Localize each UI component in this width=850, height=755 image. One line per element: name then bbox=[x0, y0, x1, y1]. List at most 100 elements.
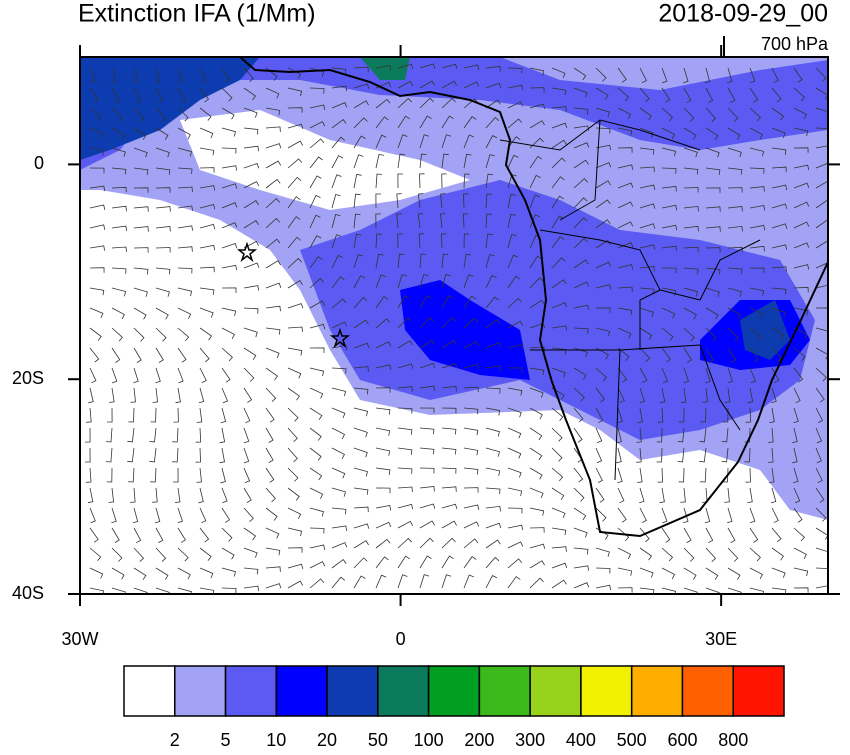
wind-barb bbox=[397, 537, 412, 549]
wind-barb bbox=[155, 247, 171, 253]
wind-barb bbox=[771, 87, 782, 103]
wind-barb bbox=[683, 327, 695, 342]
wind-barb bbox=[617, 286, 633, 293]
wind-barb bbox=[727, 267, 743, 275]
wind-barb bbox=[551, 579, 567, 589]
wind-barb bbox=[463, 153, 472, 169]
wind-barb bbox=[287, 67, 302, 79]
colorbar-box bbox=[630, 665, 684, 717]
shade-strong bbox=[400, 280, 810, 380]
wind-barb bbox=[661, 327, 674, 341]
wind-barb bbox=[219, 427, 226, 444]
wind-barb bbox=[195, 427, 202, 443]
wind-barb bbox=[85, 467, 92, 483]
wind-barb bbox=[661, 204, 678, 211]
wind-barb bbox=[771, 387, 777, 404]
wind-barb bbox=[111, 567, 125, 580]
wind-barb bbox=[749, 87, 759, 103]
wind-barb bbox=[704, 67, 711, 84]
wind-barb bbox=[150, 407, 157, 423]
level: 700 hPa bbox=[761, 34, 829, 54]
wind-barb bbox=[485, 193, 492, 209]
wind-barb bbox=[771, 507, 779, 524]
wind-barb bbox=[155, 87, 164, 104]
wind-barb bbox=[793, 567, 809, 577]
wind-barb bbox=[573, 87, 588, 98]
wind-barb bbox=[595, 507, 607, 522]
wind-barb bbox=[133, 247, 149, 253]
wind-barb bbox=[441, 173, 447, 189]
wind-barb bbox=[749, 567, 763, 579]
wind-barb bbox=[595, 547, 610, 557]
wind-barb bbox=[639, 307, 654, 318]
wind-barb bbox=[89, 87, 99, 103]
wind-barb bbox=[573, 237, 588, 249]
wind-barb bbox=[155, 347, 164, 363]
wind-barb bbox=[287, 326, 303, 333]
wind-barb bbox=[419, 427, 435, 435]
wind-barb bbox=[661, 367, 669, 384]
wind-barb bbox=[463, 81, 480, 89]
wind-barb bbox=[309, 277, 324, 289]
wind-barb bbox=[265, 407, 275, 423]
wind-barb bbox=[155, 287, 170, 297]
wind-barb bbox=[727, 287, 742, 297]
wind-barb bbox=[815, 467, 823, 484]
wind-barb bbox=[375, 173, 383, 189]
wind-barb bbox=[265, 217, 280, 229]
wind-barb bbox=[177, 347, 187, 363]
wind-barb bbox=[700, 467, 707, 483]
wind-barb bbox=[595, 87, 609, 100]
wind-barb bbox=[173, 407, 179, 423]
wind-barb bbox=[441, 134, 452, 149]
wind-barb bbox=[441, 427, 457, 435]
wind-barb bbox=[485, 213, 492, 229]
wind-barb bbox=[265, 282, 282, 289]
wind-barb bbox=[265, 367, 278, 381]
wind-barb bbox=[375, 556, 389, 569]
wind-barb bbox=[353, 427, 368, 438]
wind-barb bbox=[287, 87, 303, 97]
wind-barb bbox=[397, 555, 411, 569]
wind-barb bbox=[507, 320, 524, 329]
wind-barb bbox=[287, 387, 300, 401]
wind-barb bbox=[441, 340, 457, 349]
wind-barb bbox=[683, 246, 699, 253]
wind-barb bbox=[485, 365, 501, 371]
wind-barb bbox=[106, 467, 113, 483]
wind-barb bbox=[196, 407, 203, 423]
wind-barb bbox=[397, 233, 403, 249]
wind-barb bbox=[573, 107, 589, 115]
wind-barb bbox=[287, 347, 303, 356]
wind-barb bbox=[529, 120, 545, 129]
wind-barb bbox=[375, 387, 391, 393]
wind-barb bbox=[792, 427, 798, 444]
wind-barb bbox=[770, 487, 777, 504]
wind-barb bbox=[265, 427, 274, 443]
wind-barb bbox=[89, 307, 104, 319]
wind-barb bbox=[529, 137, 544, 149]
wind-barb bbox=[199, 87, 210, 103]
wind-barb bbox=[507, 84, 524, 91]
map-frame bbox=[79, 56, 829, 595]
wind-barb bbox=[133, 367, 139, 384]
wind-barb bbox=[441, 467, 457, 474]
wind-barb bbox=[529, 67, 545, 76]
wind-barb bbox=[441, 295, 454, 309]
wind-barb bbox=[177, 87, 186, 103]
wind-barb bbox=[111, 547, 123, 562]
wind-barb bbox=[793, 407, 799, 424]
wind-barb bbox=[639, 367, 648, 384]
wind-barb bbox=[177, 225, 193, 231]
wind-barb bbox=[177, 287, 193, 297]
wind-barb bbox=[749, 367, 756, 384]
wind-barb bbox=[551, 467, 564, 482]
wind-barb bbox=[749, 507, 756, 524]
wind-barb bbox=[331, 427, 346, 440]
wind-barb bbox=[152, 387, 159, 403]
wind-barb bbox=[397, 447, 413, 455]
wind-barb bbox=[815, 127, 828, 130]
wind-barb bbox=[595, 367, 607, 382]
wind-barb bbox=[771, 527, 782, 543]
wind-barb bbox=[221, 222, 238, 229]
